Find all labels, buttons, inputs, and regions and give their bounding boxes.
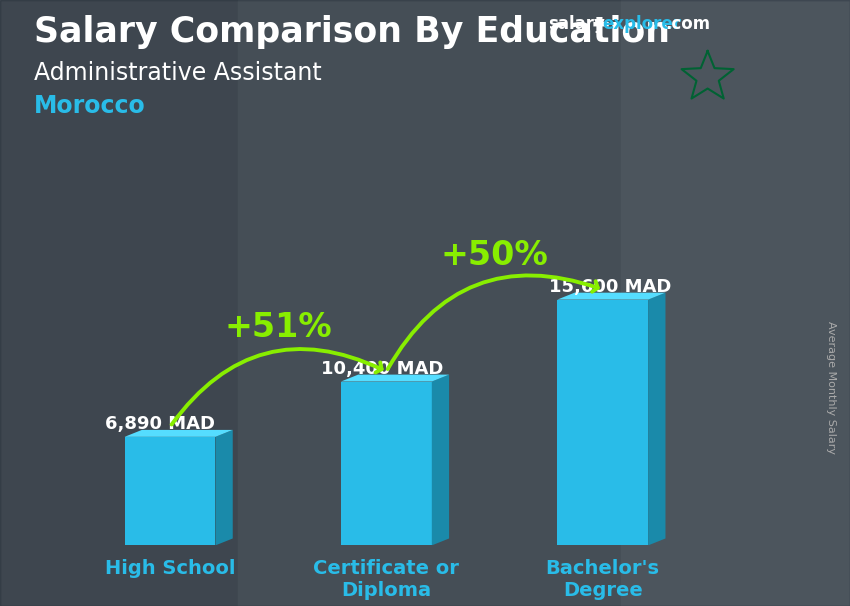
Text: Morocco: Morocco (34, 94, 145, 118)
Polygon shape (558, 293, 666, 299)
Text: Average Monthly Salary: Average Monthly Salary (826, 321, 836, 454)
Text: Administrative Assistant: Administrative Assistant (34, 61, 322, 85)
Text: 15,600 MAD: 15,600 MAD (548, 278, 671, 296)
Bar (238, 0, 620, 606)
Text: +51%: +51% (224, 311, 332, 344)
Polygon shape (215, 430, 233, 545)
Bar (620, 0, 850, 606)
Text: 10,400 MAD: 10,400 MAD (321, 359, 444, 378)
Polygon shape (341, 375, 449, 382)
Bar (341, 382, 432, 545)
Polygon shape (125, 430, 233, 437)
Text: 6,890 MAD: 6,890 MAD (105, 415, 215, 433)
Text: explorer: explorer (602, 15, 681, 33)
Bar (558, 299, 649, 545)
Text: +50%: +50% (440, 239, 548, 272)
Bar (0, 0, 238, 606)
Polygon shape (649, 293, 666, 545)
Bar (125, 437, 215, 545)
Text: .com: .com (666, 15, 711, 33)
Text: Salary Comparison By Education: Salary Comparison By Education (34, 15, 670, 49)
Text: salary: salary (548, 15, 605, 33)
Polygon shape (432, 375, 449, 545)
